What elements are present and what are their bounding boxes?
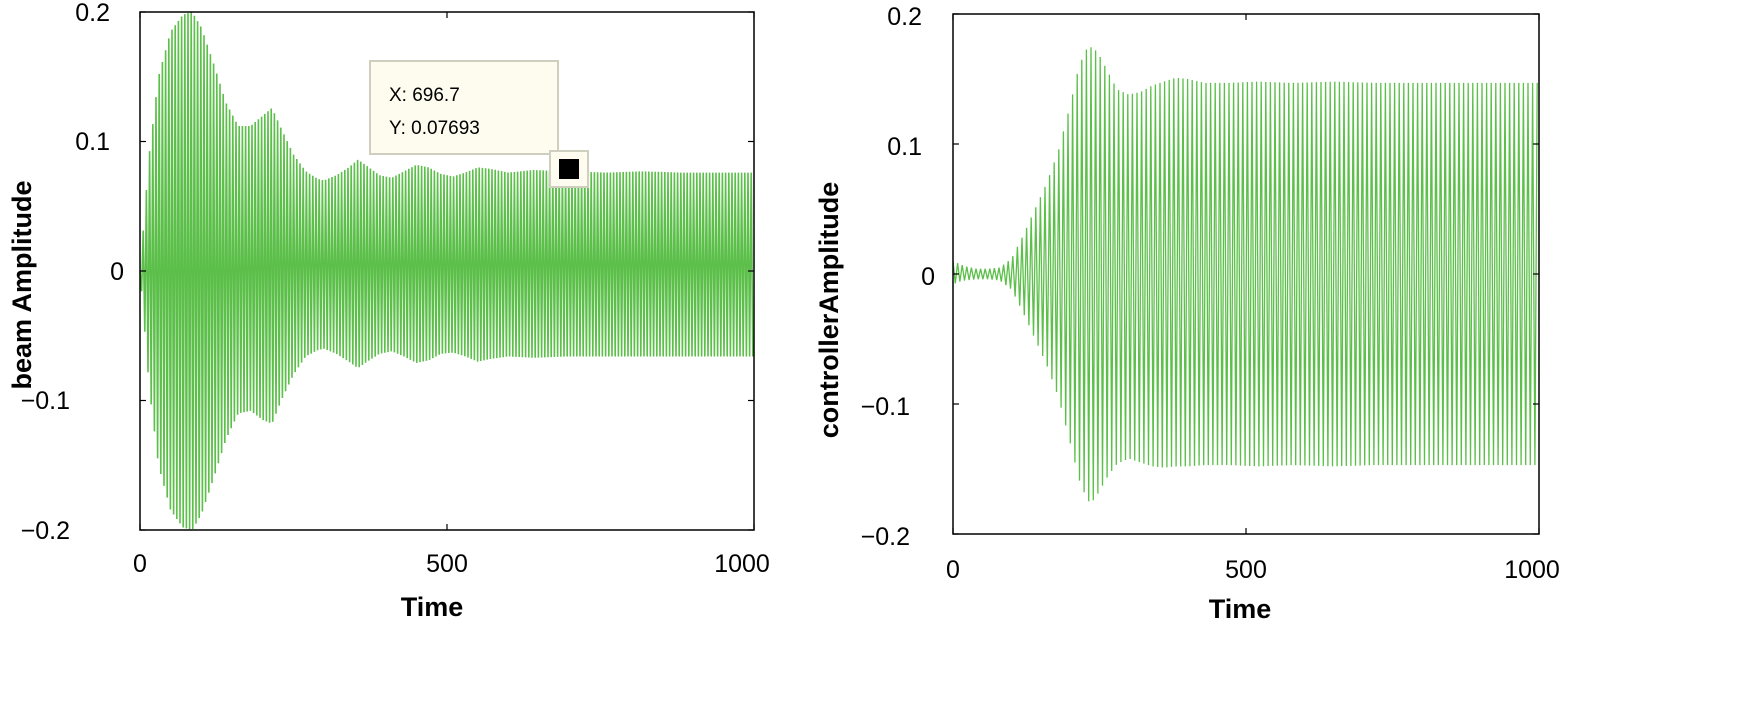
controller-amplitude-chart: −0.2 −0.1 0 0.1 0.2 0 500 1000 Time cont… [814, 3, 1560, 624]
beam-ytick-label-1: −0.1 [21, 387, 70, 415]
beam-oscillation-trace [139, 12, 754, 530]
controller-ytick-label-2: 0 [921, 263, 935, 291]
data-tip-x-text: X: 696.7 [389, 85, 460, 106]
controller-ytick-label-1: −0.1 [861, 393, 910, 421]
data-tip-marker[interactable] [559, 159, 579, 179]
data-tip-box [369, 60, 559, 155]
controller-ticks [952, 13, 1540, 535]
controller-ytick-label-4: 0.2 [887, 3, 922, 31]
beam-y-axis-label: beam Amplitude [7, 180, 37, 389]
controller-ytick-label-3: 0.1 [887, 133, 922, 161]
controller-oscillation-trace [952, 47, 1538, 502]
data-tip[interactable]: X: 696.7 Y: 0.07693 [369, 60, 589, 188]
beam-amplitude-series [139, 12, 754, 530]
beam-x-axis-label: Time [401, 592, 464, 622]
beam-xtick-label-0: 0 [133, 550, 147, 578]
beam-ytick-label-0: −0.2 [21, 517, 70, 545]
beam-ytick-label-2: 0 [110, 258, 124, 286]
controller-xtick-label-1: 500 [1225, 556, 1267, 584]
beam-amplitude-chart: −0.2 −0.1 0 0.1 0.2 0 500 1000 Time beam… [7, 0, 770, 622]
controller-y-axis-label: controllerAmplitude [814, 182, 844, 439]
controller-x-axis-label: Time [1209, 594, 1272, 624]
beam-ticks [139, 11, 755, 531]
data-tip-y-text: Y: 0.07693 [389, 118, 480, 139]
controller-amplitude-series [952, 47, 1538, 502]
controller-ytick-label-0: −0.2 [861, 523, 910, 551]
beam-xtick-label-2: 1000 [714, 550, 770, 578]
beam-ytick-label-3: 0.1 [75, 128, 110, 156]
beam-xtick-label-1: 500 [426, 550, 468, 578]
controller-xtick-label-0: 0 [946, 556, 960, 584]
controller-xtick-label-2: 1000 [1504, 556, 1560, 584]
beam-ytick-label-4: 0.2 [75, 0, 110, 27]
